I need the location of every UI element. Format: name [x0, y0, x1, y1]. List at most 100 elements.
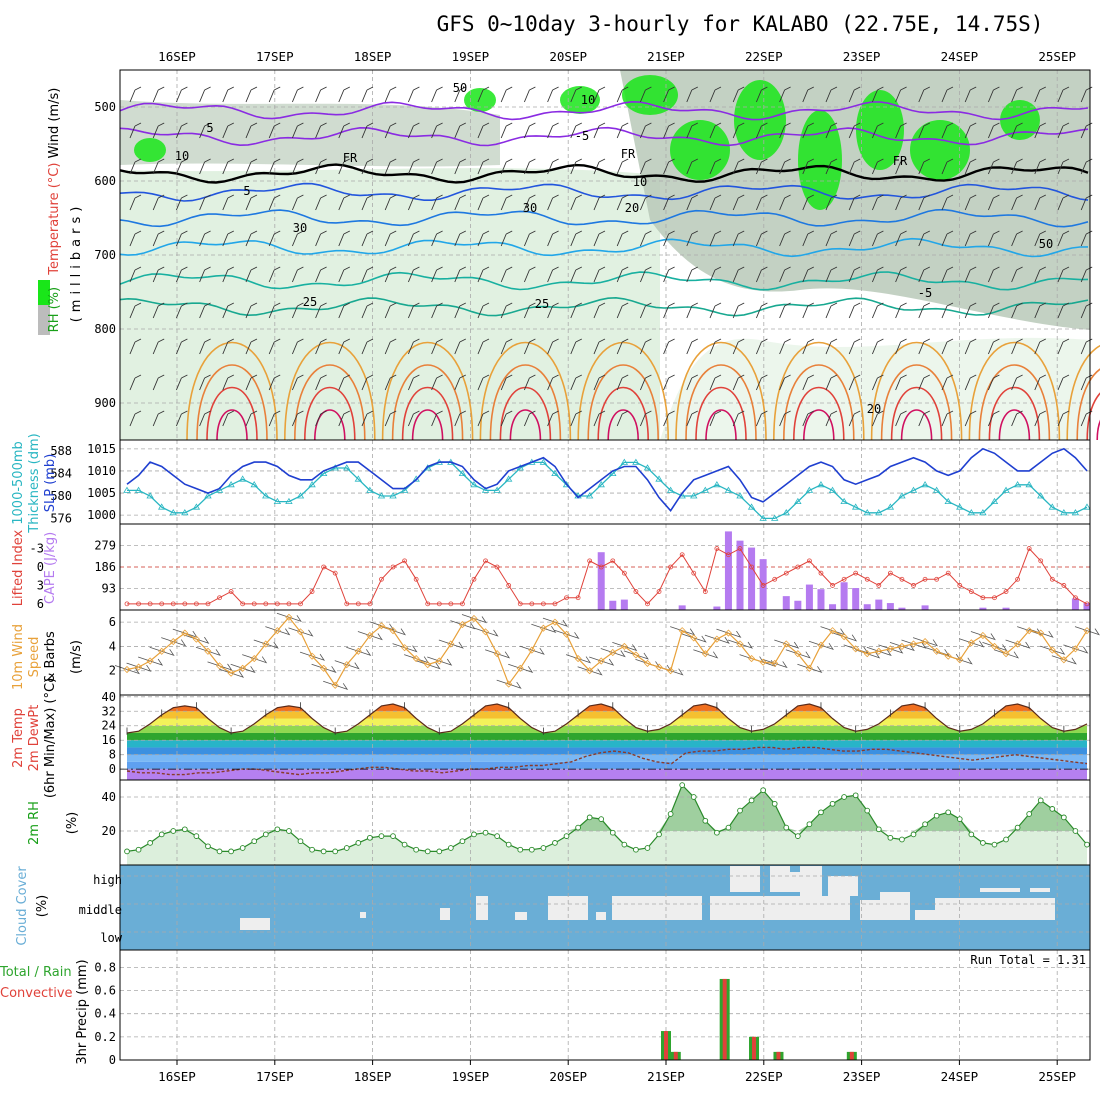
- cloud-high-block: [980, 888, 1020, 892]
- wind-barb: [1011, 302, 1023, 319]
- temp-band: [127, 732, 1087, 741]
- wind-barb: [709, 230, 722, 247]
- bl-temp-contour: [206, 386, 258, 441]
- li-marker: [957, 583, 963, 588]
- wind-barb: [222, 158, 235, 175]
- precip-label-c: 3hr Precip (mm): [75, 959, 90, 1064]
- wind-barb: [454, 86, 467, 103]
- thickness-marker: [620, 458, 629, 465]
- wind-speed-marker: [990, 642, 999, 650]
- wind-barb: [779, 194, 791, 211]
- wind-barb: [129, 158, 142, 175]
- li-marker: [691, 570, 697, 576]
- wind-speed-marker: [921, 638, 929, 646]
- temp-label: Temperature (°C): [47, 163, 62, 276]
- li-marker: [1003, 589, 1009, 594]
- rh-marker: [933, 812, 940, 819]
- wind-barb: [407, 230, 420, 247]
- li-marker: [193, 601, 199, 607]
- wind-barb: [774, 639, 800, 649]
- wind-barb: [245, 122, 258, 139]
- cloud-tick: low: [100, 931, 122, 945]
- bottom-date-label: 16SEP: [158, 1069, 196, 1084]
- wind-barb: [245, 302, 258, 319]
- li-marker: [170, 601, 176, 607]
- bl-temp-contour: [1076, 368, 1100, 441]
- wind-barb: [454, 194, 467, 211]
- wind-speed-marker: [1048, 646, 1056, 654]
- wind-barb: [415, 660, 441, 670]
- wind-barb: [473, 627, 499, 637]
- wind-barb: [848, 86, 861, 103]
- bl-temp-contour: [870, 341, 963, 441]
- li-marker: [645, 601, 650, 607]
- wind-barb: [338, 338, 351, 355]
- li-marker: [737, 546, 743, 551]
- isotherm-line: [119, 296, 1089, 317]
- chart-title: GFS 0~10day 3-hourly for KALABO (22.75E,…: [437, 12, 1044, 36]
- wind-barb: [848, 266, 861, 283]
- li-marker: [887, 570, 893, 576]
- wind-speed-marker: [343, 661, 351, 669]
- wind-barb: [291, 374, 304, 391]
- cape-bar: [1083, 603, 1091, 610]
- cape-bar: [713, 606, 721, 610]
- precip-tick: 0.4: [94, 1007, 116, 1021]
- wind-barb: [570, 338, 583, 355]
- wind-barb: [663, 374, 675, 391]
- wind-speed-marker: [794, 650, 802, 658]
- wind-barb: [384, 230, 397, 247]
- thickness-tick: 584: [50, 467, 72, 481]
- precip-tick: 0.2: [94, 1030, 116, 1044]
- wind-speed-marker: [736, 640, 744, 648]
- li-marker: [159, 601, 165, 607]
- wind-barb: [1011, 230, 1023, 247]
- thickness-marker: [273, 497, 282, 504]
- wind-barb: [959, 638, 985, 648]
- wind-barb: [338, 230, 351, 247]
- li-marker: [876, 583, 882, 588]
- li-marker: [598, 564, 604, 570]
- rh-marker: [181, 826, 188, 833]
- isotherm-line: [119, 126, 1089, 147]
- wind-barb: [299, 651, 326, 661]
- wind-barb: [199, 86, 211, 103]
- wind-barb: [871, 230, 884, 247]
- contour-label: 20: [867, 402, 881, 416]
- wind-barb: [577, 666, 603, 676]
- wind-barb: [825, 194, 838, 211]
- isotherm-line: [119, 237, 1089, 258]
- wind-barb: [361, 158, 374, 175]
- wind-barb: [129, 302, 142, 319]
- thickness-marker: [551, 469, 559, 476]
- wind-barb: [941, 266, 954, 283]
- rh-marker: [667, 811, 674, 817]
- thickness-marker: [701, 486, 710, 493]
- li-marker: [402, 558, 407, 564]
- wind-barb: [222, 374, 235, 391]
- wind-barb: [831, 632, 858, 642]
- cape-bar: [724, 531, 732, 610]
- wind-speed-marker: [620, 642, 628, 650]
- thickness-marker: [736, 492, 744, 499]
- wind-barb: [152, 374, 165, 391]
- li-marker: [992, 595, 997, 601]
- wind-barb: [315, 86, 327, 103]
- top-date-label: 18SEP: [354, 49, 392, 64]
- wind-barb: [291, 230, 304, 247]
- thickness-marker: [1083, 503, 1091, 510]
- wind-speed-marker: [123, 665, 131, 674]
- thickness-marker: [898, 492, 906, 499]
- bl-temp-contour: [695, 386, 747, 441]
- wind-barb: [245, 194, 258, 211]
- wind-barb: [291, 302, 304, 319]
- wind-barb: [268, 374, 281, 391]
- wind-barb: [199, 230, 211, 247]
- wind-barb: [361, 194, 374, 211]
- precip-label-a: Total / Rain: [0, 965, 72, 980]
- wind-barb: [732, 86, 745, 103]
- wind-barb: [268, 266, 281, 283]
- thickness-marker: [157, 503, 166, 510]
- thickness-marker: [562, 481, 571, 488]
